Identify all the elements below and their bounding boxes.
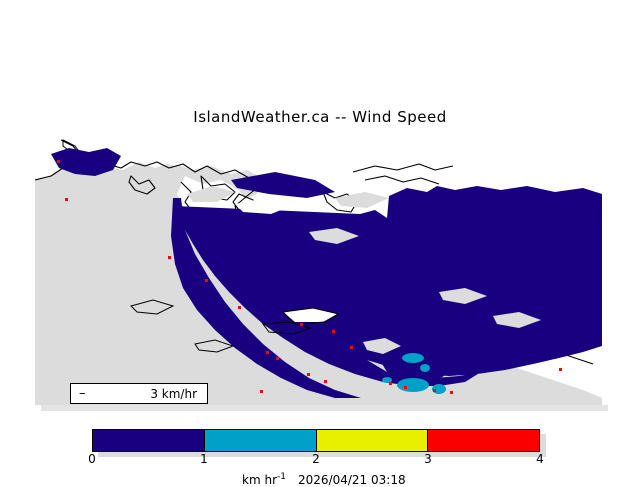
wind-field-navy-strip-3	[335, 262, 439, 302]
map-panel-shadow	[41, 405, 608, 411]
colorbar[interactable]	[92, 429, 540, 452]
wind-field-red-points	[57, 160, 562, 394]
wind-field-navy-victoria	[381, 348, 447, 384]
wind-field-navy-left-strip	[171, 198, 361, 398]
colorbar-caption: km hr-1 2026/04/21 03:18	[0, 458, 640, 487]
weather-map-panel[interactable]	[35, 136, 602, 405]
map-canvas[interactable]	[35, 136, 602, 405]
colorbar-unit-label: km hr-1	[242, 472, 287, 487]
inlet-water-layer	[187, 186, 541, 354]
colorbar-tick-4: 4	[536, 452, 544, 466]
colorbar-tick-1: 1	[200, 452, 208, 466]
colorbar-tick-2: 2	[312, 452, 320, 466]
colorbar-segment-2	[316, 430, 429, 451]
field-hole-lake-b	[235, 198, 291, 214]
colorbar-tick-labels: 0 1 2 3 4	[88, 452, 544, 468]
wind-field-navy-strip-2	[265, 214, 335, 234]
wind-field-navy-strip-1	[231, 172, 335, 198]
page-title: IslandWeather.ca -- Wind Speed	[193, 108, 447, 126]
wind-field-navy-strip-5	[455, 318, 535, 344]
colorbar-tick-3: 3	[424, 452, 432, 466]
timestamp-label: 2026/04/21 03:18	[298, 473, 406, 487]
colorbar-unit-exponent: -1	[277, 472, 287, 482]
wind-barb-icon: –	[79, 386, 86, 401]
colorbar-container[interactable]	[92, 429, 540, 452]
wind-barb-legend-label: 3 km/hr	[150, 387, 197, 401]
colorbar-unit-text: km hr	[242, 473, 278, 487]
wind-field-navy-north	[51, 148, 121, 176]
data-field-layer	[51, 148, 602, 398]
colorbar-segment-1	[204, 430, 317, 451]
wind-barb-legend: – 3 km/hr	[70, 383, 208, 404]
colorbar-tick-0: 0	[88, 452, 96, 466]
colorbar-segment-0	[93, 430, 205, 451]
field-hole-lake-a	[283, 308, 337, 322]
colorbar-segment-3	[428, 430, 539, 451]
interior-lakes	[130, 299, 341, 353]
